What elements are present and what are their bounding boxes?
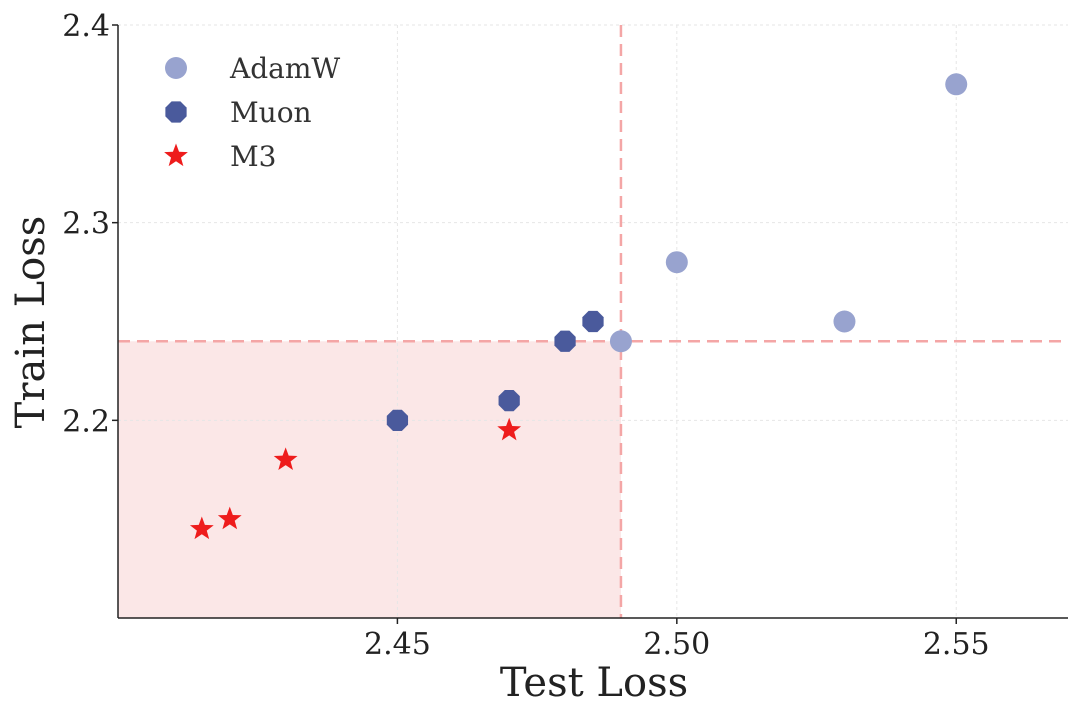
tick-labels-layer: 2.45 2.50 2.55 2.2 2.3 2.4: [62, 9, 989, 662]
m3-point: [217, 506, 242, 530]
adamw-point: [609, 330, 632, 353]
axes-layer: [112, 24, 1068, 624]
m3-point: [497, 417, 522, 441]
muon-point: [386, 409, 409, 431]
adamw-point: [945, 73, 968, 96]
adamw-point: [665, 251, 688, 274]
legend-marker-m3: [164, 143, 188, 167]
y-axis-title: Train Loss: [8, 216, 54, 429]
muon-point: [582, 310, 604, 333]
y-tick-label: 2.3: [62, 207, 110, 242]
muon-point: [554, 330, 576, 352]
shaded-region: [118, 341, 621, 618]
x-tick-label: 2.50: [643, 627, 710, 662]
y-tick-label: 2.2: [62, 404, 110, 439]
legend-label-adamw: AdamW: [229, 52, 340, 85]
x-tick-label: 2.45: [364, 627, 431, 662]
shaded-region-layer: [118, 341, 621, 618]
legend-marker-adamw: [165, 57, 187, 79]
muon-point: [498, 389, 520, 412]
x-tick-label: 2.55: [923, 627, 990, 662]
legend: AdamW Muon M3: [164, 52, 340, 173]
m3-point: [273, 447, 298, 470]
legend-label-muon: Muon: [230, 96, 312, 129]
grid-layer: [118, 24, 1068, 618]
adamw-point: [833, 310, 856, 333]
legend-marker-muon: [165, 101, 187, 123]
x-axis-title: Test Loss: [500, 660, 688, 706]
legend-label-m3: M3: [230, 140, 276, 173]
reference-lines-layer: [118, 25, 1068, 618]
m3-point: [189, 516, 214, 540]
y-tick-label: 2.4: [62, 9, 110, 44]
data-points-layer: [189, 73, 968, 540]
